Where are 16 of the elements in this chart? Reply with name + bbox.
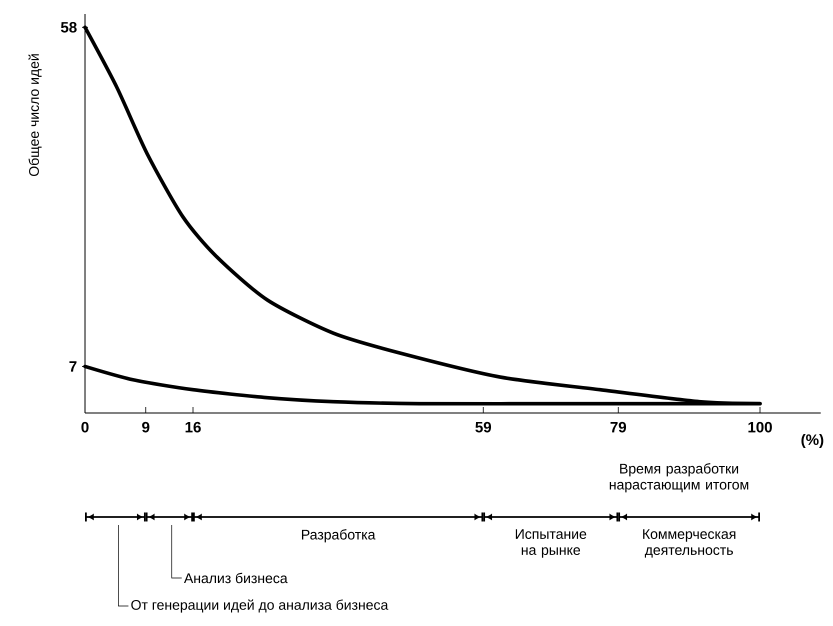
y-axis-title: Общее число идей	[28, 54, 42, 176]
text: Испытание на рынке	[516, 529, 586, 558]
y-tick-label: 7	[69, 361, 76, 372]
x-tick-label: 79	[610, 422, 626, 432]
text: Анализ бизнеса	[184, 572, 288, 584]
x-tick-label: 59	[475, 422, 492, 432]
x-axis-title: Время разработки нарастающим итогом	[610, 463, 748, 492]
text: Коммерческая деятельность	[643, 529, 736, 558]
text: (%)	[801, 434, 824, 448]
x-tick-label: 9	[142, 422, 150, 432]
text: Разработка	[302, 529, 376, 542]
text: От генерации идей до анализа бизнеса	[131, 599, 388, 613]
y-tick-label: 58	[60, 22, 77, 33]
x-tick-label: 16	[186, 422, 201, 432]
x-tick-label: 100	[748, 422, 772, 432]
x-tick-label: 0	[81, 422, 89, 432]
